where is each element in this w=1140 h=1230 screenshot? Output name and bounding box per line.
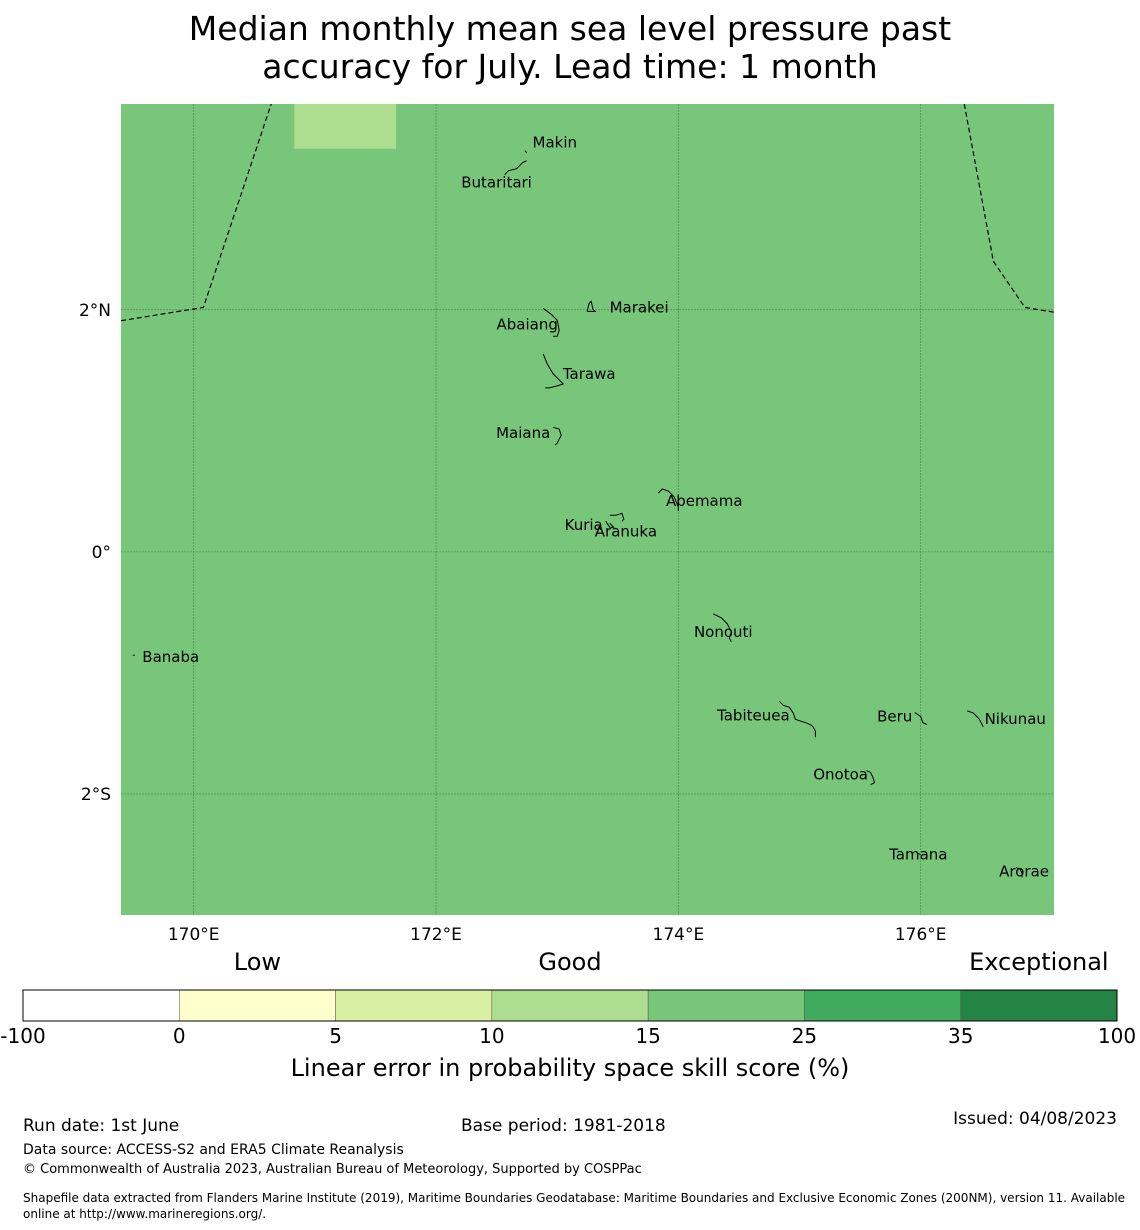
lon-tick-label: 176°E [895,925,947,945]
colorbar-tick-label: 15 [635,1024,661,1048]
colorbar-category-label: Good [538,948,602,976]
lon-tick-label: 170°E [168,925,220,945]
chart-title: Median monthly mean sea level pressure p… [0,10,1140,86]
lat-tick-label: 2°N [79,301,111,321]
colorbar-tick-label: 5 [329,1024,342,1048]
island-outline [914,712,927,725]
island-outline [504,160,527,176]
island-label: Banaba [142,648,199,666]
copyright: © Commonwealth of Australia 2023, Austra… [23,1162,642,1177]
island-outline [586,300,597,312]
island-label: Makin [533,134,578,152]
colorbar-segment [335,989,493,1022]
colorbar-tick-label: 25 [791,1024,818,1048]
island-label: Onotoa [813,766,868,784]
shapefile-credit-line-2: online at http://www.marineregions.org/. [23,1207,267,1221]
island-label: Tamana [888,845,947,863]
island-label: Aranuka [595,522,657,540]
island-label: Abemama [666,492,743,510]
island-label: Tabiteuea [716,706,790,724]
colorbar-segment [22,989,180,1022]
island-label: Maiana [496,424,550,442]
island-label: Tarawa [562,365,616,383]
colorbar-segment [804,989,961,1022]
colorbar-outline [22,989,1118,1022]
island-outline [657,488,679,511]
data-source: Data source: ACCESS-S2 and ERA5 Climate … [23,1142,404,1158]
colorbar-tick-label: 10 [479,1024,505,1048]
run-date: Run date: 1st June [23,1116,180,1136]
lon-tick-label: 174°E [653,925,705,945]
colorbar-tick-label: 0 [172,1024,186,1048]
island-outline [609,512,625,522]
colorbar-segment [647,989,805,1022]
lat-tick-label: 2°S [81,785,111,805]
title-line-2: accuracy for July. Lead time: 1 month [262,47,878,86]
lat-tick-label: 0° [92,543,111,563]
island-outline [866,770,876,786]
island-label: Nonouti [694,623,753,641]
island-label: Nikunau [985,710,1046,728]
lon-tick-label: 172°E [410,925,462,945]
island-outline [713,613,732,643]
island-outline [605,520,615,528]
colorbar [22,989,1118,1022]
eez-boundary-east [963,103,1055,313]
skill-cell-10-15 [294,104,397,149]
colorbar-segment [960,989,1118,1022]
island-label: Abaiang [497,315,558,333]
issued-date: Issued: 04/08/2023 [953,1109,1117,1129]
island-outline [553,426,562,446]
island-label: Beru [877,707,912,725]
colorbar-category-label: Low [233,948,282,976]
map-background [121,104,1054,915]
colorbar-segment [179,989,336,1022]
title-line-1: Median monthly mean sea level pressure p… [188,9,952,48]
colorbar-label: Linear error in probability space skill … [290,1054,850,1082]
colorbar-tick-label: 100 [1097,1024,1137,1048]
island-outline [542,353,565,389]
island-label: Kuria [565,516,603,534]
island-outline [916,852,921,855]
island-outline [524,150,528,154]
shapefile-credit-line-1: Shapefile data extracted from Flanders M… [23,1191,1126,1205]
island-outline [967,710,984,728]
map-area: 170°E 172°E 174°E 176°E 2°N 0° 2°S Makin Butarit… [79,103,1055,945]
colorbar-segment [491,989,649,1022]
island-label: Marakei [610,298,669,316]
eez-boundary-west [120,103,272,322]
base-period: Base period: 1981-2018 [461,1116,666,1136]
island-outline [1015,866,1023,878]
island-label: Butaritari [461,174,532,192]
island-label: Arorae [999,862,1049,880]
colorbar-category-label: Exceptional [969,948,1109,976]
island-outline [779,700,816,738]
island-outline [542,307,560,337]
colorbar-tick-label: 35 [947,1024,974,1048]
colorbar-tick-label: -100 [0,1024,46,1048]
